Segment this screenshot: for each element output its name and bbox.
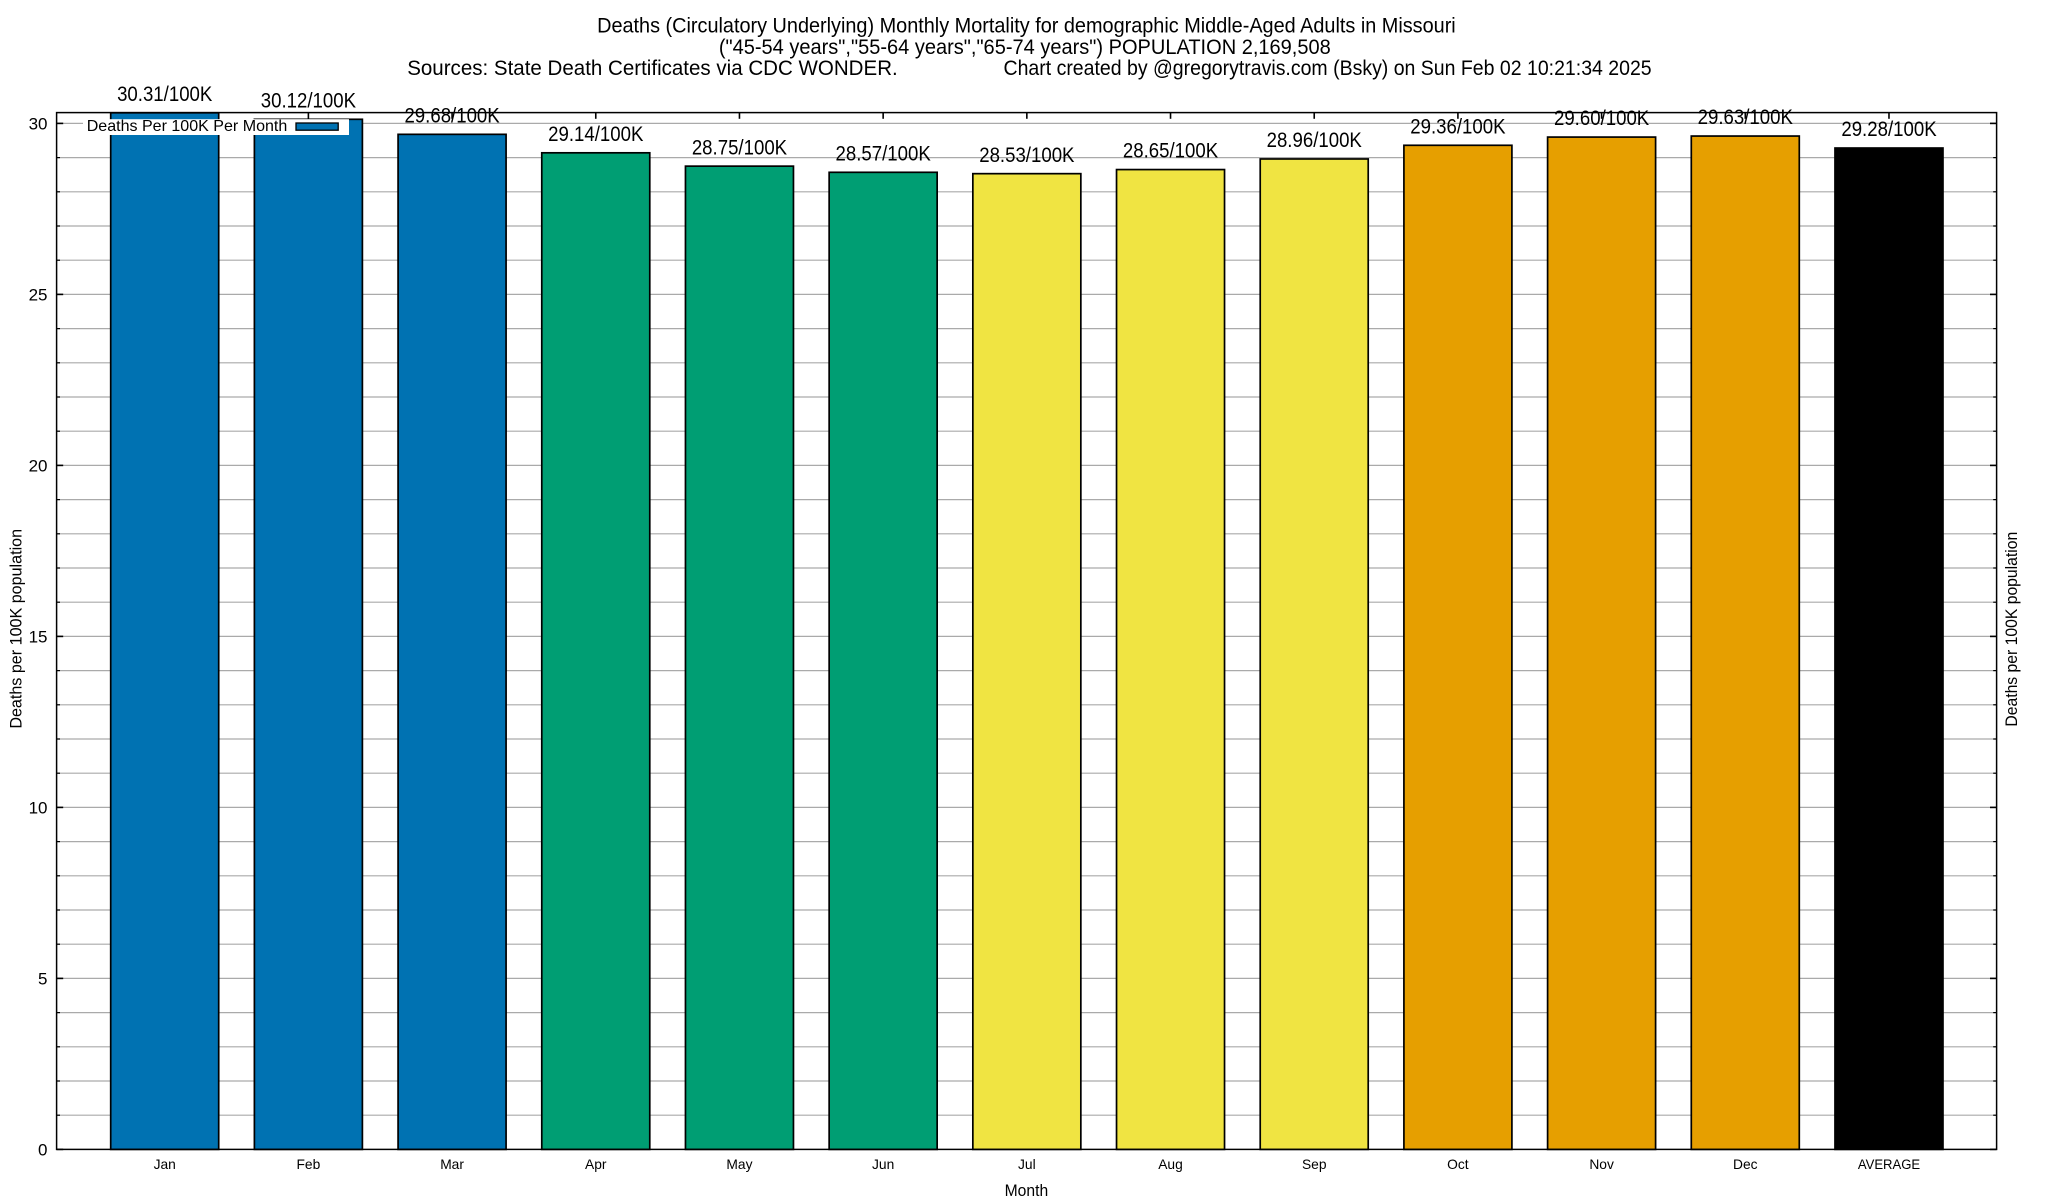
- svg-text:Sep: Sep: [1302, 1157, 1327, 1172]
- svg-text:Deaths per 100K population: Deaths per 100K population: [2003, 532, 2021, 727]
- svg-text:Mar: Mar: [440, 1157, 464, 1172]
- svg-text:30.12/100K: 30.12/100K: [261, 89, 357, 113]
- svg-text:28.57/100K: 28.57/100K: [836, 142, 932, 166]
- svg-text:Deaths per 100K population: Deaths per 100K population: [7, 529, 25, 729]
- svg-text:Oct: Oct: [1447, 1157, 1469, 1172]
- svg-text:29.36/100K: 29.36/100K: [1410, 115, 1506, 139]
- svg-text:Feb: Feb: [296, 1157, 320, 1172]
- svg-text:Aug: Aug: [1158, 1157, 1183, 1172]
- svg-text:Jul: Jul: [1018, 1157, 1036, 1172]
- svg-text:30: 30: [29, 115, 48, 134]
- svg-text:29.60/100K: 29.60/100K: [1554, 107, 1650, 131]
- svg-text:Apr: Apr: [585, 1157, 607, 1172]
- svg-text:28.96/100K: 28.96/100K: [1267, 129, 1363, 153]
- svg-text:5: 5: [38, 970, 47, 989]
- svg-text:AVERAGE: AVERAGE: [1858, 1156, 1920, 1171]
- svg-text:Dec: Dec: [1733, 1157, 1758, 1172]
- svg-text:0: 0: [38, 1141, 47, 1160]
- svg-text:28.65/100K: 28.65/100K: [1123, 139, 1219, 163]
- svg-text:29.14/100K: 29.14/100K: [548, 123, 644, 147]
- svg-text:29.28/100K: 29.28/100K: [1841, 118, 1937, 142]
- svg-text:Month: Month: [1005, 1181, 1049, 1200]
- svg-text:Nov: Nov: [1589, 1157, 1614, 1172]
- svg-text:Deaths (Circulatory Underlying: Deaths (Circulatory Underlying) Monthly …: [597, 14, 1456, 38]
- svg-text:30.31/100K: 30.31/100K: [117, 83, 213, 107]
- svg-text:15: 15: [29, 628, 48, 647]
- svg-text:("45-54 years","55-64 years",": ("45-54 years","55-64 years","65-74 year…: [719, 35, 1331, 59]
- svg-text:25: 25: [29, 286, 48, 305]
- svg-text:Chart created by @gregorytravi: Chart created by @gregorytravis.com (Bsk…: [1004, 56, 1652, 80]
- svg-text:20: 20: [29, 457, 48, 476]
- svg-text:Deaths Per 100K Per Month: Deaths Per 100K Per Month: [87, 117, 288, 135]
- svg-text:Sources: State Death Certifica: Sources: State Death Certificates via CD…: [407, 56, 898, 80]
- svg-text:29.68/100K: 29.68/100K: [404, 104, 500, 128]
- svg-text:Jun: Jun: [872, 1157, 894, 1172]
- svg-text:May: May: [726, 1157, 752, 1172]
- svg-text:29.63/100K: 29.63/100K: [1698, 106, 1794, 130]
- svg-text:Jan: Jan: [154, 1157, 176, 1172]
- svg-text:10: 10: [29, 799, 48, 818]
- svg-text:28.53/100K: 28.53/100K: [979, 144, 1075, 168]
- svg-text:28.75/100K: 28.75/100K: [692, 136, 788, 160]
